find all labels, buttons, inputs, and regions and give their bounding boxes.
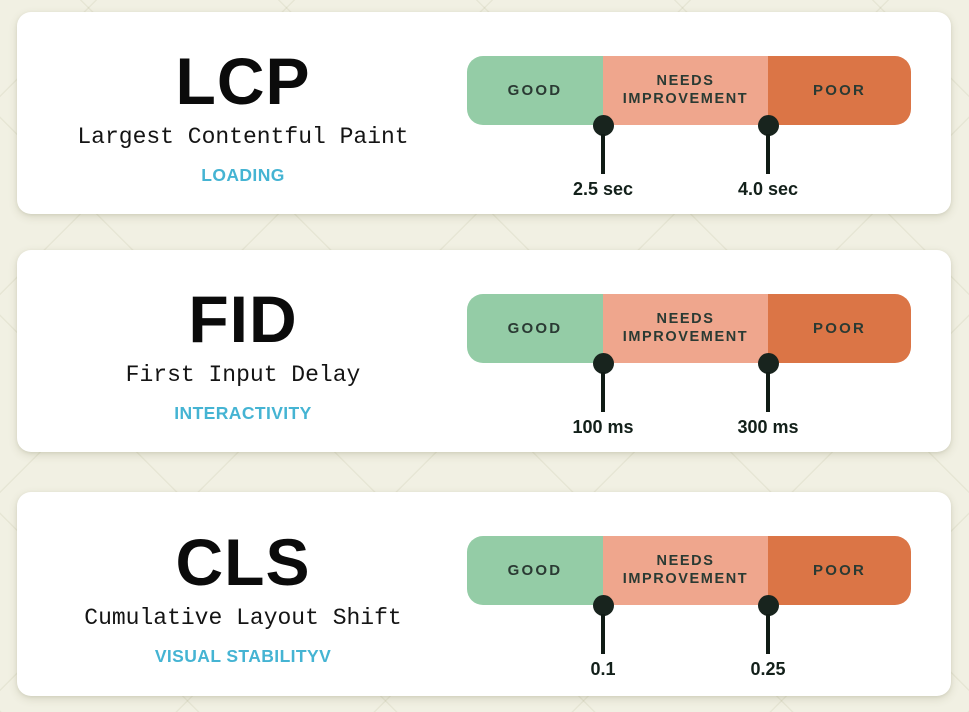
good-segment: GOOD — [467, 56, 603, 125]
threshold-value-label: 4.0 sec — [737, 179, 799, 199]
poor-segment-label: POOR — [813, 81, 866, 99]
marker-dot — [757, 352, 779, 374]
metric-abbreviation: FID — [188, 281, 298, 356]
threshold-scale-bar: GOOD NEEDS IMPROVEMENT POOR — [467, 294, 911, 363]
marker-dot — [592, 594, 614, 616]
threshold-value-label: 100 ms — [572, 417, 634, 437]
good-segment-label: GOOD — [507, 319, 563, 337]
threshold-value-label: 2.5 sec — [572, 179, 634, 199]
needs-improvement-label-line2: IMPROVEMENT — [622, 328, 749, 345]
needs-improvement-label-line1: NEEDS — [656, 553, 715, 570]
threshold-scale: GOOD NEEDS IMPROVEMENT POOR 0.1 0.25 — [467, 536, 911, 679]
threshold-value-label: 0.1 — [590, 659, 616, 679]
needs-improvement-segment: NEEDS IMPROVEMENT — [603, 536, 768, 605]
poor-segment-label: POOR — [813, 319, 866, 337]
metric-card-lcp: LCP Largest Contentful Paint LOADING GOO… — [17, 12, 951, 214]
needs-improvement-label-line2: IMPROVEMENT — [622, 90, 749, 107]
marker-dot — [757, 594, 779, 616]
threshold-scale: GOOD NEEDS IMPROVEMENT POOR 100 ms 300 m… — [467, 294, 911, 437]
metric-category-label: LOADING — [201, 164, 285, 185]
threshold-scale-bar: GOOD NEEDS IMPROVEMENT POOR — [467, 56, 911, 125]
threshold-value-label: 0.25 — [750, 659, 786, 679]
marker-stem — [601, 614, 605, 654]
metric-card-fid: FID First Input Delay INTERACTIVITY GOOD… — [17, 250, 951, 452]
poor-segment-label: POOR — [813, 561, 866, 579]
poor-segment: POOR — [768, 294, 911, 363]
poor-segment: POOR — [768, 536, 911, 605]
good-segment-label: GOOD — [507, 561, 563, 579]
needs-improvement-label-line2: IMPROVEMENT — [622, 570, 749, 587]
metric-category-label: INTERACTIVITY — [174, 402, 312, 423]
metric-info: CLS Cumulative Layout Shift VISUAL STABI… — [17, 492, 469, 696]
metric-full-name: First Input Delay — [125, 361, 361, 388]
marker-stem — [766, 372, 770, 412]
needs-improvement-label-line1: NEEDS — [656, 311, 715, 328]
marker-stem — [601, 372, 605, 412]
metric-full-name: Largest Contentful Paint — [77, 123, 409, 150]
metric-info: FID First Input Delay INTERACTIVITY — [17, 250, 469, 452]
metric-info: LCP Largest Contentful Paint LOADING — [17, 12, 469, 214]
metric-full-name: Cumulative Layout Shift — [84, 604, 402, 631]
metric-category-label: VISUAL STABILITYV — [154, 645, 332, 666]
needs-improvement-segment: NEEDS IMPROVEMENT — [603, 56, 768, 125]
metric-card-cls: CLS Cumulative Layout Shift VISUAL STABI… — [17, 492, 951, 696]
needs-improvement-label-line1: NEEDS — [656, 73, 715, 90]
marker-dot — [592, 352, 614, 374]
marker-stem — [766, 614, 770, 654]
poor-segment: POOR — [768, 56, 911, 125]
marker-stem — [766, 134, 770, 174]
marker-dot — [592, 114, 614, 136]
threshold-value-label: 300 ms — [737, 417, 799, 437]
marker-stem — [601, 134, 605, 174]
needs-improvement-segment: NEEDS IMPROVEMENT — [603, 294, 768, 363]
threshold-scale-bar: GOOD NEEDS IMPROVEMENT POOR — [467, 536, 911, 605]
threshold-scale: GOOD NEEDS IMPROVEMENT POOR 2.5 sec 4.0 … — [467, 56, 911, 199]
marker-dot — [757, 114, 779, 136]
good-segment: GOOD — [467, 536, 603, 605]
metric-abbreviation: LCP — [175, 43, 311, 118]
good-segment: GOOD — [467, 294, 603, 363]
metric-abbreviation: CLS — [175, 524, 311, 599]
good-segment-label: GOOD — [507, 81, 563, 99]
